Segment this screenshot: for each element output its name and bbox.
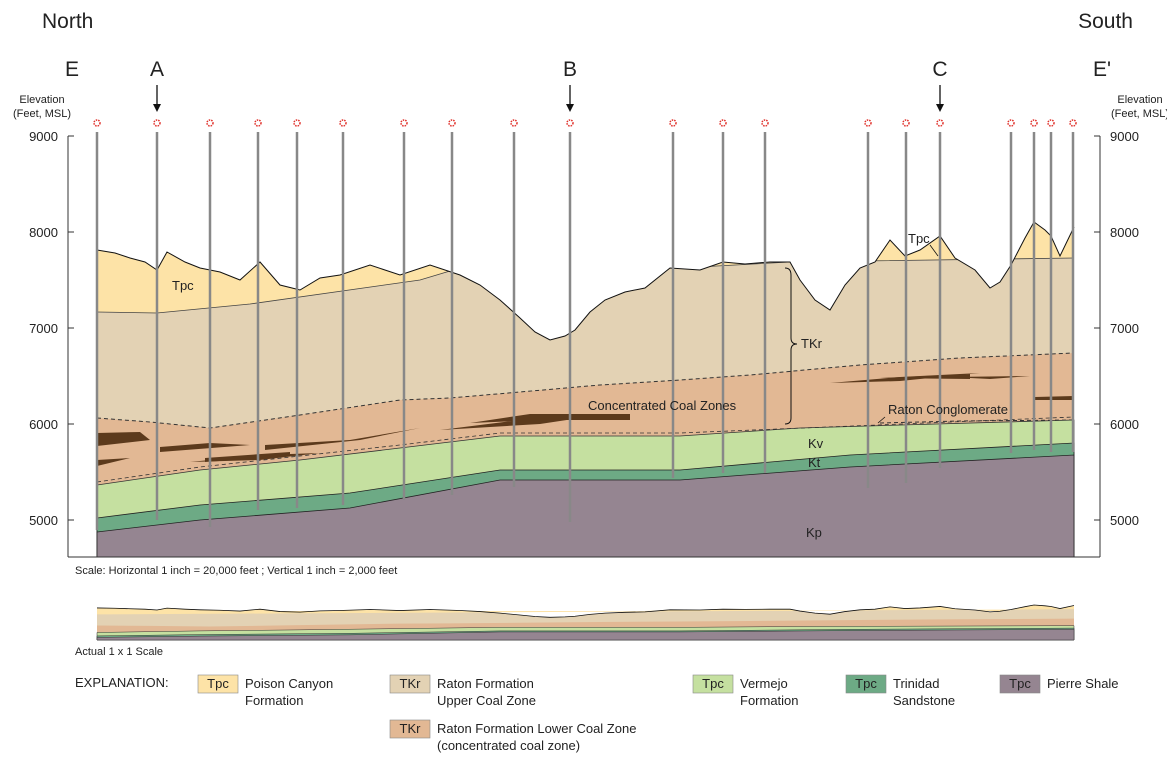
left-tick-label: 5000 [29,513,58,528]
well-marker [340,120,346,126]
well-marker [511,120,517,126]
well-marker [1031,120,1037,126]
legend-label: Vermejo [740,676,788,691]
section-label: A [150,58,164,81]
axis-title: Elevation [1117,94,1162,106]
unit-label: Concentrated Coal Zones [588,398,737,413]
right-tick-label: 8000 [1110,225,1139,240]
small-label: Actual 1 x 1 Scale [75,646,163,658]
right-tick-label: 9000 [1110,129,1139,144]
section-label: B [563,58,577,81]
legend-label: Pierre Shale [1047,676,1119,691]
well-marker [401,120,407,126]
arrow-head [566,104,574,112]
left-tick-label: 8000 [29,225,58,240]
legend-label: Sandstone [893,693,955,708]
well-marker [865,120,871,126]
legend-label: Formation [245,693,304,708]
well-marker [294,120,300,126]
unit-label: Kp [806,525,822,540]
unit-label: TKr [801,336,823,351]
section-label: E [65,58,79,81]
well-marker [1048,120,1054,126]
well-marker [449,120,455,126]
well-marker [762,120,768,126]
arrow-head [936,104,944,112]
legend-label: Raton Formation Lower Coal Zone [437,721,636,736]
well-marker [207,120,213,126]
legend-label: Raton Formation [437,676,534,691]
section-label: E' [1093,58,1111,81]
left-tick-label: 7000 [29,321,58,336]
legend-swatch-label: Tpc [702,676,724,691]
legend-label: (concentrated coal zone) [437,738,580,753]
well-marker [670,120,676,126]
section-label: C [932,58,947,81]
legend-title: EXPLANATION: [75,675,169,690]
legend-swatch-label: Tpc [207,676,229,691]
unit-label: Kv [808,436,824,451]
arrow-head [153,104,161,112]
unit-label: Raton Conglomerate [888,402,1008,417]
unit-label: Tpc [908,231,930,246]
south-label: South [1078,10,1133,33]
well-marker [255,120,261,126]
well-marker [154,120,160,126]
legend-label: Poison Canyon [245,676,333,691]
legend-swatch-label: Tpc [855,676,877,691]
scale-note: Scale: Horizontal 1 inch = 20,000 feet ;… [75,565,397,577]
well-marker [903,120,909,126]
axis-title: Elevation [19,94,64,106]
right-tick-label: 6000 [1110,417,1139,432]
north-label: North [42,10,93,33]
axis-title: (Feet, MSL) [13,108,71,120]
left-tick-label: 9000 [29,129,58,144]
layers: 9000 9000 8000 8000 7000 7000 6000 6000 5000 5000… [13,94,1167,557]
well-marker [1070,120,1076,126]
legend-swatch-label: TKr [400,721,422,736]
unit-label: Tpc [172,278,194,293]
unit-label: Kt [808,455,821,470]
legend-label: Upper Coal Zone [437,693,536,708]
right-tick-label: 7000 [1110,321,1139,336]
cross-section: North South 9000 9000 8000 8000 7000 7000 6000… [0,0,1167,761]
legend-swatch-label: Tpc [1009,676,1031,691]
well-marker [720,120,726,126]
well-marker [94,120,100,126]
legend-label: Trinidad [893,676,939,691]
well-marker [1008,120,1014,126]
legend-label: Formation [740,693,799,708]
legend-swatch-label: TKr [400,676,422,691]
right-tick-label: 5000 [1110,513,1139,528]
axis-title: (Feet, MSL) [1111,108,1167,120]
well-marker [937,120,943,126]
left-tick-label: 6000 [29,417,58,432]
well-marker [567,120,573,126]
